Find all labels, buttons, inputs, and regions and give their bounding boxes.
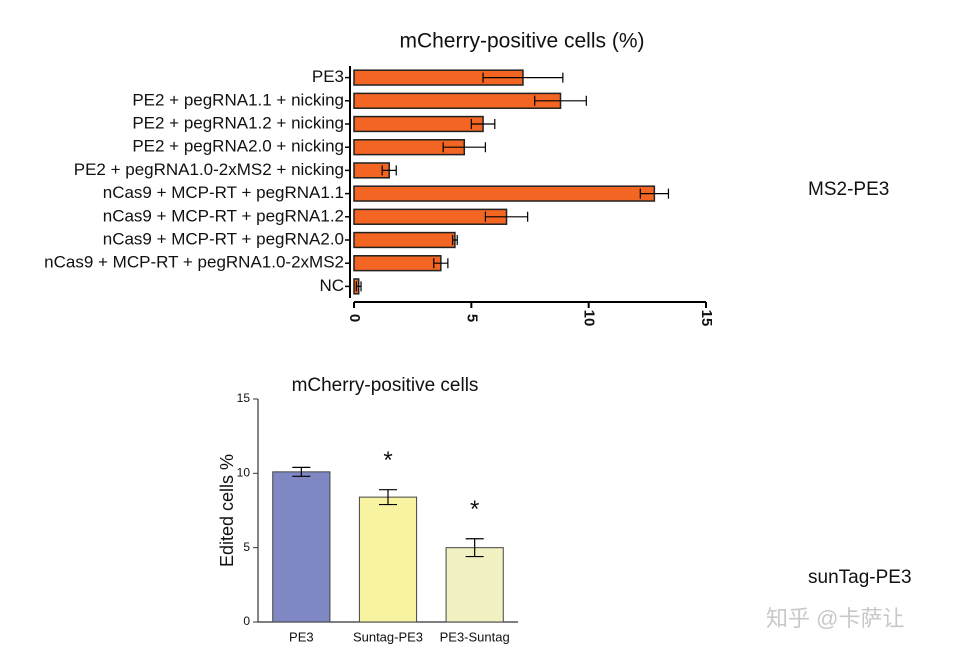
y-tick-label: nCas9 + MCP-RT + pegRNA2.0 [103,229,344,248]
error-bar [381,165,397,176]
bar [353,115,484,133]
y-axis-label: Edited cells % [217,454,237,567]
error-bar [433,258,449,269]
y-tick-label: PE3 [312,67,344,86]
error-bar [484,211,529,222]
annotation: * [470,496,479,523]
x-tick-label: PE3-Suntag [440,629,510,644]
y-tick-label: PE2 + pegRNA1.0-2xMS2 + nicking [74,160,344,179]
watermark: 知乎 @卡萨让 [766,606,904,631]
annotation: * [383,447,392,474]
error-bar [442,142,487,153]
error-bar [534,95,587,106]
side-label: MS2-PE3 [808,179,889,200]
error-bar [292,466,311,477]
error-bar [355,281,362,292]
error-bar [470,119,496,129]
y-tick-label: nCas9 + MCP-RT + pegRNA1.2 [103,206,344,225]
y-tick-label: NC [319,276,344,295]
error-bar [639,188,670,199]
y-tick-label: 5 [243,540,250,554]
chart-title: mCherry-positive cells (%) [399,30,644,53]
x-tick-label: 15 [698,310,715,327]
chart-title: mCherry-positive cells [292,375,479,396]
error-bar [451,235,458,245]
y-tick-label: PE2 + pegRNA2.0 + nicking [132,137,344,156]
bar [353,208,508,225]
x-tick-label: 0 [346,314,363,322]
error-bar [379,489,397,506]
y-tick-label: 0 [243,614,250,628]
bar [353,185,656,202]
bar [353,255,442,272]
bar [272,471,331,623]
bar [353,92,562,109]
y-tick-label: nCas9 + MCP-RT + pegRNA1.0-2xMS2 [44,253,344,272]
y-tick-label: 15 [237,391,251,405]
x-tick-label: Suntag-PE3 [353,629,423,644]
y-tick-label: PE2 + pegRNA1.2 + nicking [132,113,344,132]
bar [445,547,504,623]
side-label: sunTag-PE3 [808,567,912,588]
y-tick-label: 10 [237,466,251,480]
y-tick-label: PE2 + pegRNA1.1 + nicking [132,90,344,109]
bar [358,496,418,623]
error-bar [465,538,484,558]
x-tick-label: 5 [463,314,480,322]
error-bar [482,72,564,83]
bar [353,231,456,249]
y-tick-label: nCas9 + MCP-RT + pegRNA1.1 [103,183,344,202]
x-tick-label: 10 [581,310,598,327]
x-tick-label: PE3 [289,629,314,644]
